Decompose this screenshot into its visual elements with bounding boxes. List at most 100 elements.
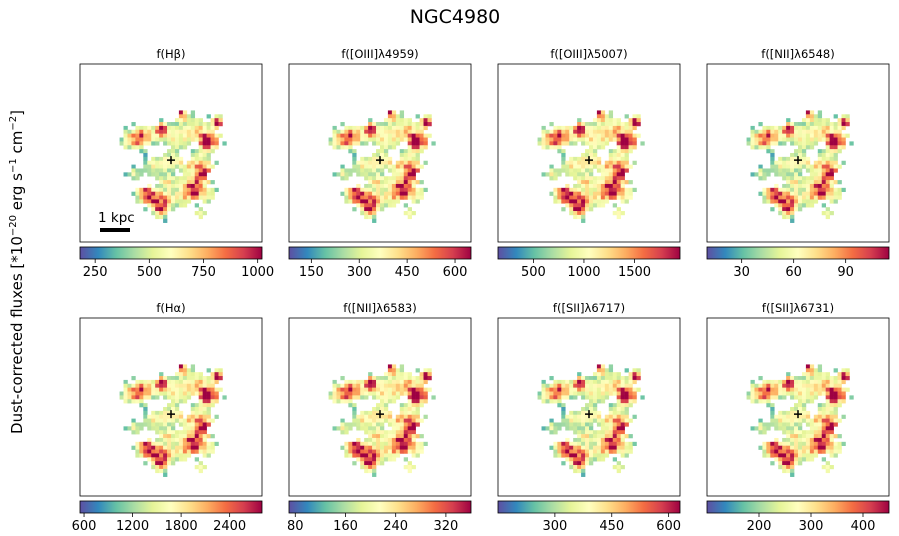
- heatmap-cell: [151, 383, 156, 388]
- heatmap-cell: [415, 453, 420, 458]
- heatmap-cell: [581, 449, 586, 454]
- heatmap-cell: [794, 418, 799, 423]
- heatmap-cell: [608, 376, 614, 381]
- heatmap-cell: [214, 125, 219, 131]
- heatmap-cell: [573, 430, 578, 435]
- heatmap-cell: [604, 379, 610, 385]
- heatmap-cell: [411, 422, 416, 427]
- heatmap-cell: [194, 376, 199, 381]
- heatmap-cell: [624, 403, 629, 408]
- heatmap-cell: [801, 149, 807, 154]
- heatmap-cell: [352, 407, 357, 412]
- heatmap-cell: [616, 468, 621, 474]
- heatmap-cell: [190, 129, 196, 134]
- heatmap-cell: [573, 410, 578, 416]
- heatmap-cell: [557, 395, 562, 400]
- heatmap-cell: [762, 125, 767, 131]
- heatmap-cell: [368, 129, 373, 134]
- heatmap-cell: [202, 391, 207, 396]
- heatmap-cell: [805, 110, 811, 115]
- heatmap-cell: [411, 414, 416, 419]
- heatmap-cell: [403, 410, 408, 416]
- heatmap-cell: [376, 125, 381, 131]
- heatmap-cell: [589, 199, 594, 204]
- heatmap-cell: [171, 125, 176, 131]
- heatmap-cell: [813, 387, 819, 392]
- heatmap-cell: [376, 122, 381, 127]
- heatmap-cell: [561, 156, 566, 162]
- heatmap-cell: [608, 110, 614, 115]
- heatmap-cell: [186, 129, 192, 134]
- heatmap-cell: [174, 418, 180, 423]
- heatmap-cell: [612, 195, 617, 200]
- heatmap-cell: [174, 164, 180, 169]
- heatmap-cell: [167, 122, 172, 127]
- heatmap-cell: [340, 426, 345, 431]
- heatmap-cell: [569, 391, 574, 396]
- heatmap-cell: [123, 383, 128, 388]
- heatmap-cell: [399, 383, 405, 388]
- heatmap-cell: [774, 395, 779, 400]
- heatmap-cell: [356, 418, 361, 423]
- heatmap-cell: [837, 141, 842, 146]
- heatmap-cell: [794, 137, 799, 142]
- heatmap-cell: [174, 414, 180, 419]
- heatmap-cell: [770, 191, 775, 196]
- heatmap-cell: [616, 118, 621, 123]
- heatmap-cell: [186, 453, 192, 458]
- heatmap-cell: [356, 383, 361, 388]
- heatmap-cell: [794, 449, 799, 454]
- heatmap-cell: [174, 430, 180, 435]
- heatmap-cell: [407, 164, 412, 169]
- heatmap-cell: [813, 160, 819, 165]
- heatmap-cell: [190, 434, 196, 439]
- heatmap-cell: [608, 129, 614, 134]
- heatmap-cell: [758, 137, 763, 142]
- heatmap-cell: [841, 414, 846, 419]
- heatmap-cell: [801, 434, 807, 439]
- heatmap-cell: [171, 426, 176, 431]
- heatmap-cell: [383, 153, 389, 158]
- heatmap-cell: [194, 118, 199, 123]
- heatmap-cell: [573, 133, 578, 138]
- heatmap-cell: [837, 383, 842, 388]
- heatmap-cell: [178, 379, 184, 385]
- heatmap-cell: [387, 445, 393, 450]
- heatmap-cell: [841, 391, 846, 396]
- heatmap-cell: [608, 418, 614, 423]
- heatmap-cell: [794, 156, 799, 162]
- heatmap-cell: [411, 183, 416, 189]
- heatmap-cell: [801, 414, 807, 419]
- heatmap-cell: [198, 387, 203, 392]
- heatmap-cell: [376, 414, 381, 419]
- heatmap-cell: [383, 137, 389, 142]
- heatmap-cell: [352, 153, 357, 158]
- heatmap-cell: [809, 203, 815, 208]
- heatmap-cell: [387, 180, 393, 185]
- heatmap-cell: [833, 422, 838, 427]
- heatmap-cell: [151, 199, 156, 204]
- heatmap-cell: [829, 211, 834, 216]
- heatmap-cell: [774, 441, 779, 446]
- heatmap-cell: [174, 203, 180, 208]
- heatmap-cell: [608, 160, 614, 165]
- heatmap-cell: [159, 203, 164, 208]
- heatmap-cell: [372, 468, 377, 474]
- heatmap-cell: [573, 391, 578, 396]
- heatmap-cell: [210, 137, 215, 142]
- heatmap-cell: [182, 457, 188, 462]
- heatmap-cell: [348, 187, 353, 192]
- heatmap-cell: [782, 468, 787, 474]
- heatmap-cell: [194, 125, 199, 131]
- heatmap-cell: [585, 445, 590, 450]
- heatmap-cell: [801, 156, 807, 162]
- heatmap-cell: [762, 191, 767, 196]
- heatmap-cell: [805, 383, 811, 388]
- heatmap-cell: [202, 191, 207, 196]
- heatmap-cell: [829, 168, 834, 173]
- heatmap-cell: [190, 114, 196, 119]
- heatmap-cell: [577, 418, 582, 423]
- heatmap-cell: [415, 160, 420, 165]
- heatmap-cell: [387, 133, 393, 138]
- heatmap-cell: [825, 145, 830, 150]
